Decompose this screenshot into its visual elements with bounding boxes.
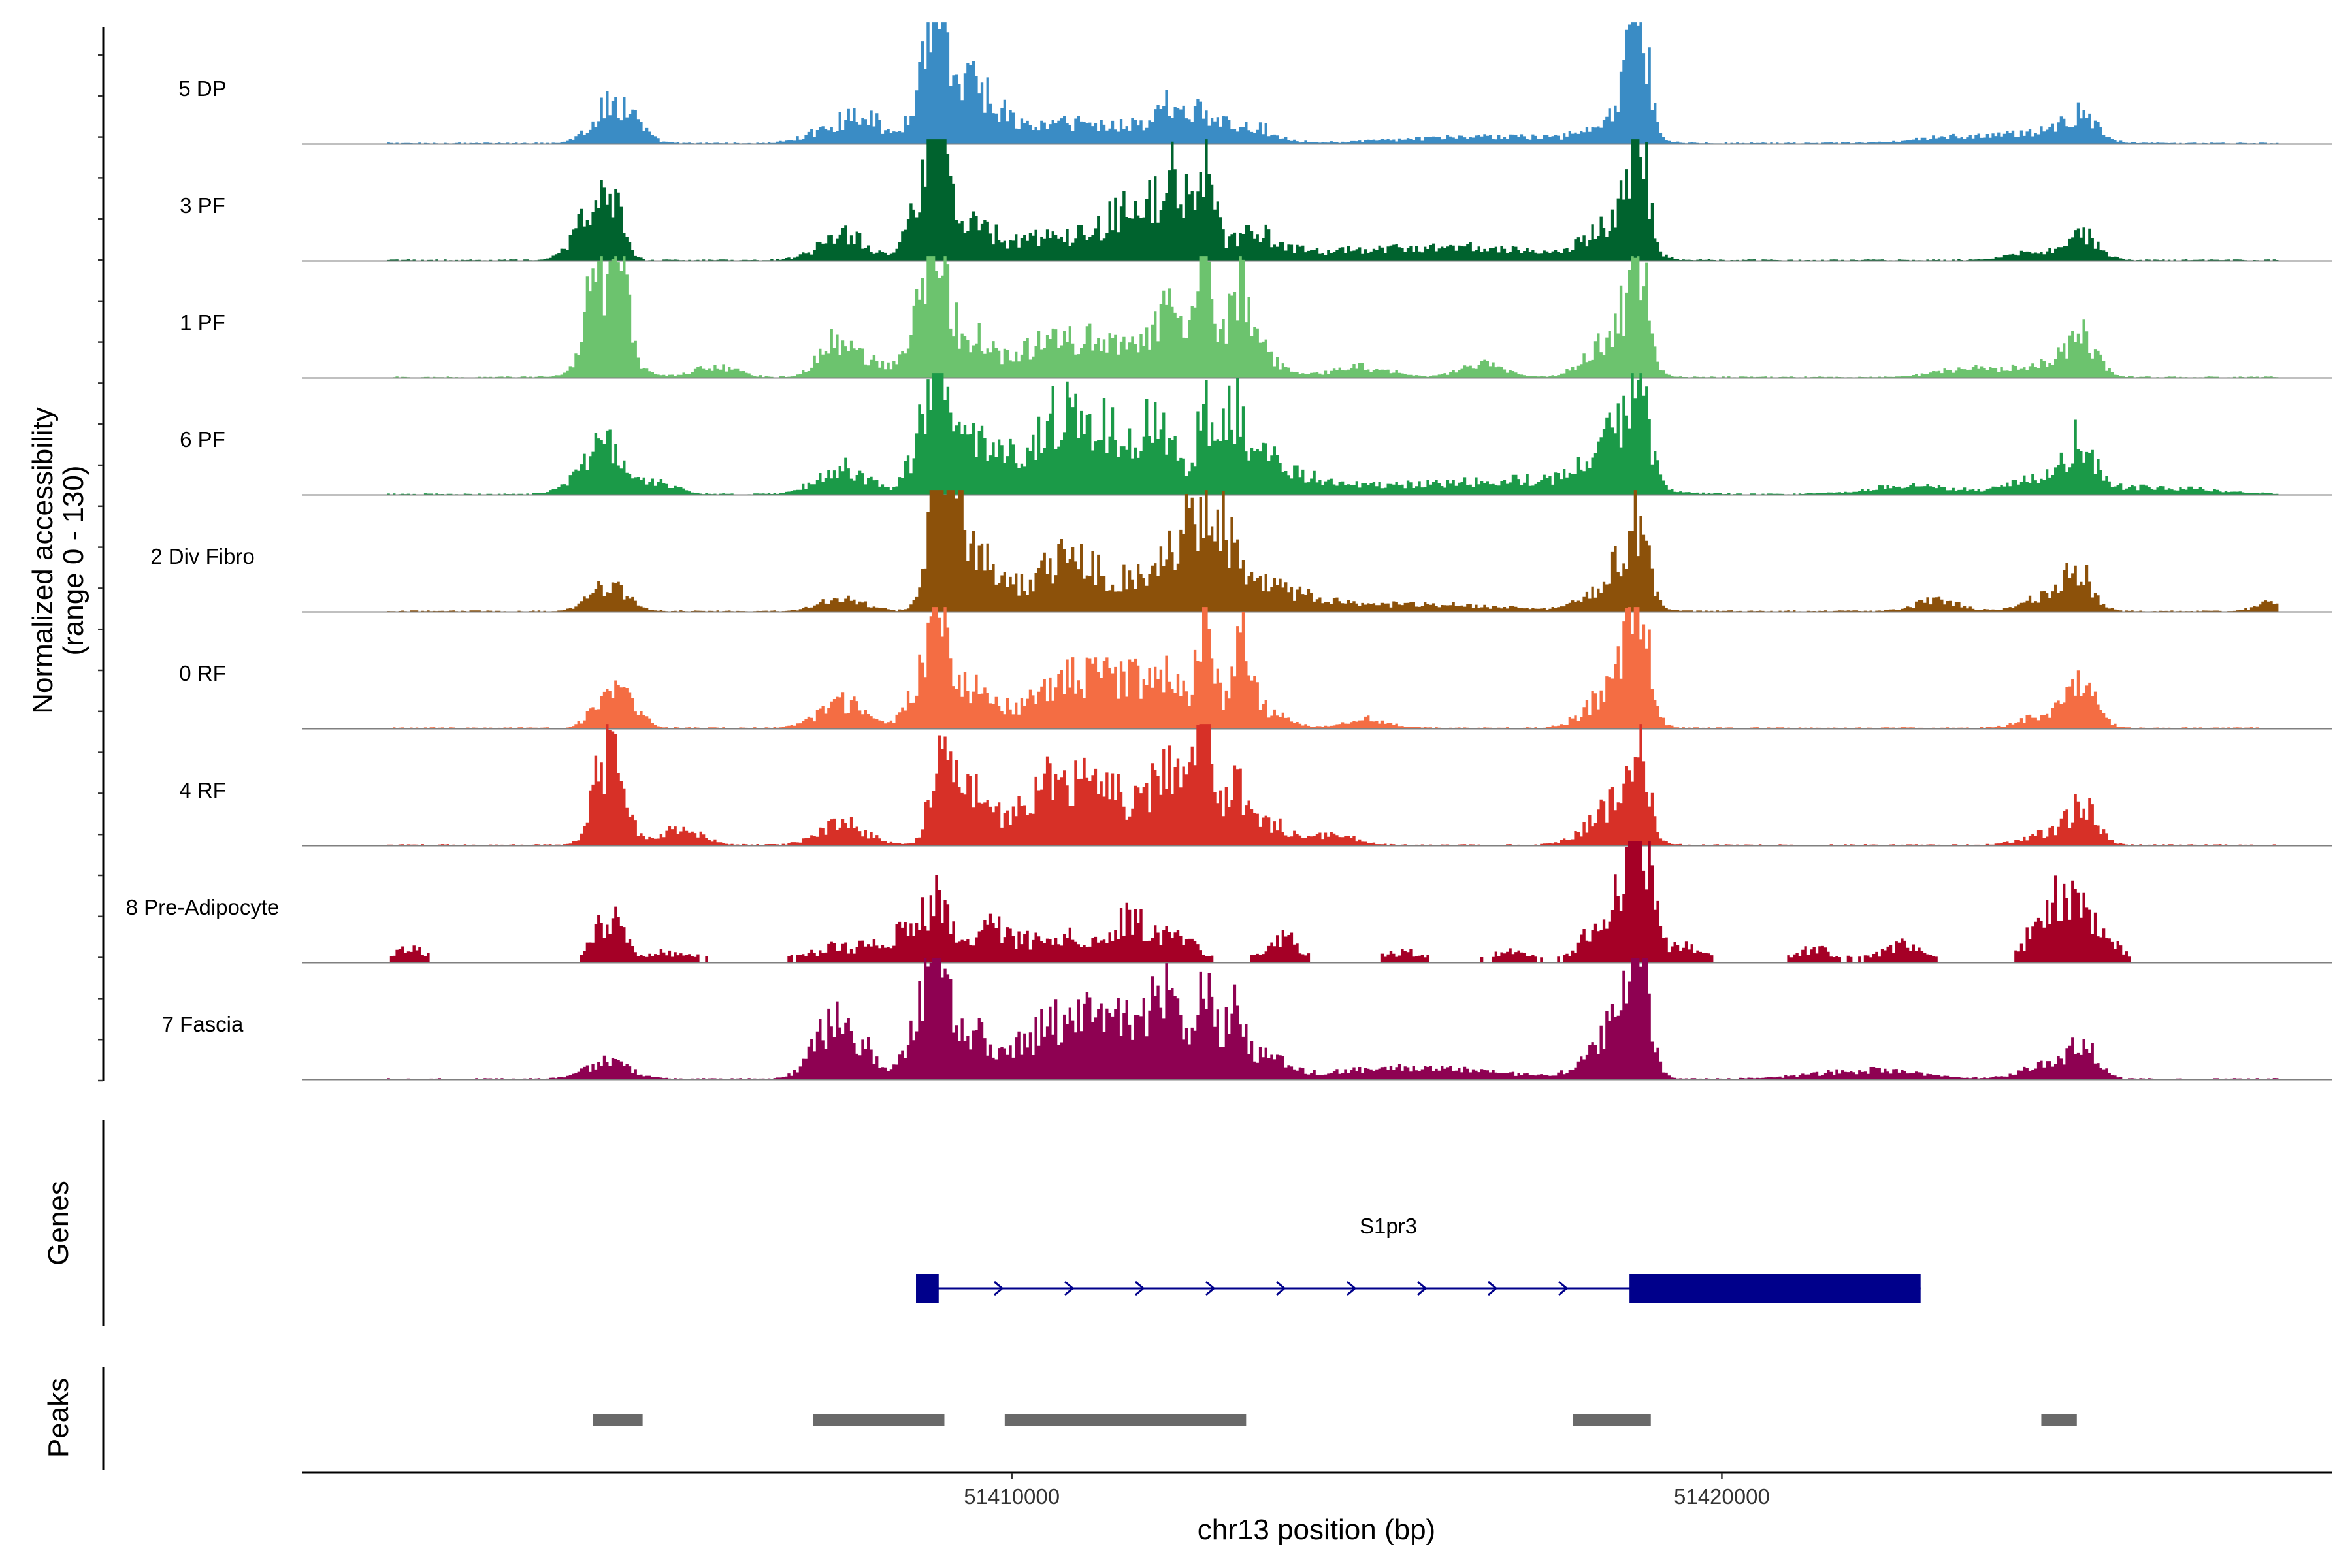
track-label: 7 Fascia <box>162 1012 244 1036</box>
track-6-pf: 6 PF <box>180 373 2332 496</box>
track-2-div-fibro: 2 Div Fibro <box>150 490 2332 613</box>
track-0-rf: 0 RF <box>179 607 2332 730</box>
strand-arrow <box>1276 1281 1286 1296</box>
coverage-area <box>387 724 2279 845</box>
track-3-pf: 3 PF <box>180 139 2332 262</box>
y-axis-ticks <box>98 54 103 1082</box>
strand-arrow <box>994 1281 1004 1296</box>
coverage-area <box>387 841 2279 962</box>
accessibility-tracks: 5 DP 3 PF 1 PF 6 PF 2 Div Fibro 0 RF 4 RF 8 Pre… <box>126 22 2332 1081</box>
strand-arrow <box>1135 1281 1145 1296</box>
strand-arrow <box>1205 1281 1216 1296</box>
track-label: 3 PF <box>180 193 225 218</box>
coverage-area <box>387 958 2279 1079</box>
peak-region-bar <box>2041 1414 2077 1426</box>
track-label: 2 Div Fibro <box>150 544 255 568</box>
track-5-dp: 5 DP <box>178 22 2332 145</box>
coverage-area <box>387 607 2279 728</box>
coverage-area <box>387 373 2279 495</box>
strand-arrow <box>1488 1281 1498 1296</box>
peak-region-bar <box>1004 1414 1247 1426</box>
gene-name-label: S1pr3 <box>1360 1214 1417 1238</box>
track-4-rf: 4 RF <box>179 724 2332 847</box>
peak-region-bar <box>593 1414 643 1426</box>
track-8-pre-adipocyte: 8 Pre-Adipocyte <box>126 841 2332 964</box>
x-axis-ticks: 51410000 51420000 <box>964 1473 1770 1509</box>
x-tick-label: 51420000 <box>1674 1484 1770 1509</box>
track-label: 4 RF <box>179 778 226 802</box>
gene-annotation: S1pr3 <box>916 1214 1921 1303</box>
x-tick-label: 51410000 <box>964 1484 1060 1509</box>
peak-region-bar <box>1573 1414 1651 1426</box>
strand-arrow <box>1417 1281 1428 1296</box>
strand-arrow <box>1347 1281 1357 1296</box>
gene-exon <box>1629 1274 1921 1303</box>
gene-exon <box>916 1274 939 1303</box>
track-label: 5 DP <box>178 76 226 101</box>
peaks-panel-title: Peaks <box>42 1378 74 1458</box>
genes-panel-title: Genes <box>42 1181 74 1266</box>
track-7-fascia: 7 Fascia <box>162 958 2332 1081</box>
x-axis-title: chr13 position (bp) <box>1198 1514 1435 1546</box>
track-1-pf: 1 PF <box>180 256 2332 379</box>
axes: Normalized accessibility (range 0 - 130)… <box>27 27 2332 1546</box>
strand-arrow <box>1558 1281 1569 1296</box>
peak-region-bar <box>813 1414 945 1426</box>
coverage-area <box>387 139 2279 261</box>
coverage-area <box>387 490 2279 612</box>
y-axis-title-line-2: (range 0 - 130) <box>57 465 90 655</box>
track-label: 8 Pre-Adipocyte <box>126 895 280 919</box>
peak-regions <box>593 1414 2077 1426</box>
track-label: 6 PF <box>180 427 225 451</box>
track-label: 1 PF <box>180 310 225 335</box>
coverage-area <box>387 22 2279 144</box>
y-axis-title-line-1: Normalized accessibility <box>27 407 59 713</box>
coverage-area <box>387 256 2279 378</box>
strand-arrow <box>1064 1281 1075 1296</box>
track-label: 0 RF <box>179 661 226 685</box>
